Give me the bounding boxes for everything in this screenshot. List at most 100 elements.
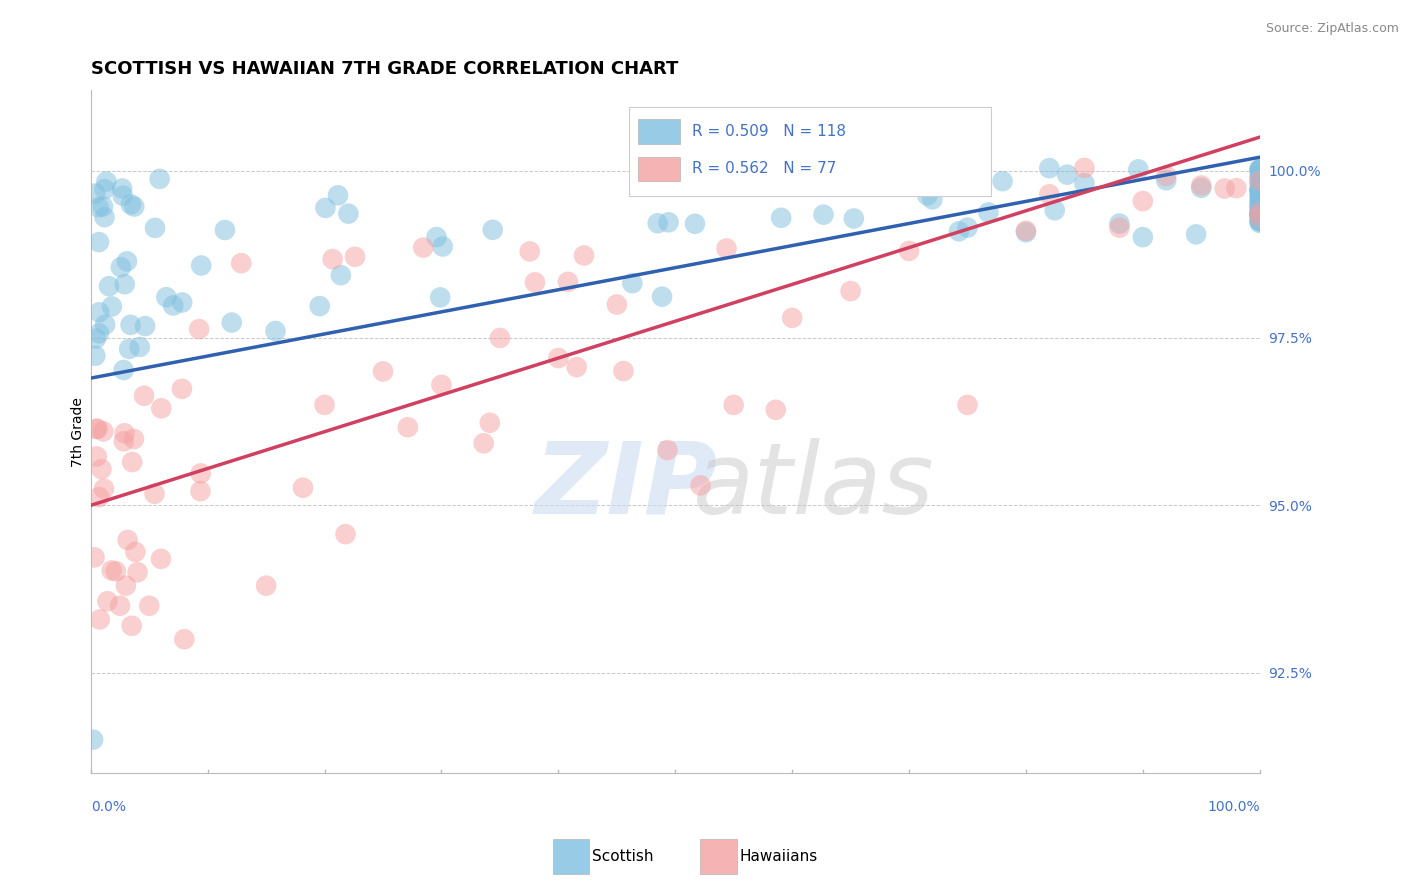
Point [115, 579, 138, 593]
Point [190, 484, 212, 499]
Point [547, 351, 569, 365]
Point [143, 220, 166, 235]
Point [962, 172, 984, 186]
Point [84, 422, 107, 436]
Point [96, 594, 118, 608]
Point [1249, 216, 1271, 230]
Point [396, 420, 419, 434]
Point [1249, 201, 1271, 215]
Text: 0.0%: 0.0% [91, 800, 125, 814]
Point [917, 188, 939, 202]
Point [723, 398, 745, 412]
Point [1249, 208, 1271, 222]
Text: SCOTTISH VS HAWAIIAN 7TH GRADE CORRELATION CHART: SCOTTISH VS HAWAIIAN 7TH GRADE CORRELATI… [91, 60, 678, 78]
Point [150, 401, 173, 416]
Point [108, 599, 131, 613]
Point [1249, 207, 1271, 221]
FancyBboxPatch shape [638, 119, 681, 144]
Point [557, 275, 579, 289]
Point [1249, 161, 1271, 176]
Point [1249, 176, 1271, 190]
Point [94, 318, 117, 332]
Point [155, 290, 177, 304]
Point [572, 248, 595, 262]
Point [1108, 217, 1130, 231]
Point [1249, 214, 1271, 228]
Point [657, 443, 679, 458]
Point [214, 223, 236, 237]
Point [1038, 161, 1060, 176]
Point [432, 239, 454, 253]
Point [478, 416, 501, 430]
Point [343, 250, 366, 264]
Point [87, 490, 110, 504]
Point [1132, 230, 1154, 244]
Point [1132, 194, 1154, 208]
Point [112, 434, 135, 449]
Point [1073, 176, 1095, 190]
Point [93, 425, 115, 439]
Point [122, 432, 145, 446]
Point [86, 450, 108, 464]
Point [1249, 207, 1271, 221]
Point [111, 181, 134, 195]
Point [1213, 181, 1236, 195]
Point [1015, 225, 1038, 239]
Point [93, 210, 115, 224]
Point [621, 276, 644, 290]
Point [658, 215, 681, 229]
Point [101, 300, 124, 314]
Point [1249, 210, 1271, 224]
Point [1249, 169, 1271, 184]
FancyBboxPatch shape [638, 156, 681, 181]
Point [1249, 191, 1271, 205]
Point [489, 331, 512, 345]
Point [1249, 214, 1271, 228]
Point [118, 342, 141, 356]
Text: Source: ZipAtlas.com: Source: ZipAtlas.com [1265, 22, 1399, 36]
Point [1189, 181, 1212, 195]
Point [87, 235, 110, 249]
Point [716, 242, 738, 256]
Point [86, 422, 108, 436]
Point [110, 260, 132, 274]
Point [565, 360, 588, 375]
Point [122, 200, 145, 214]
Point [190, 467, 212, 481]
Point [412, 241, 434, 255]
Point [127, 566, 149, 580]
Point [898, 244, 921, 258]
Point [921, 193, 943, 207]
Point [138, 599, 160, 613]
Point [1015, 224, 1038, 238]
Point [337, 207, 360, 221]
Point [1128, 162, 1150, 177]
Point [121, 455, 143, 469]
Point [1249, 162, 1271, 177]
Point [254, 579, 277, 593]
Point [231, 256, 253, 270]
Point [1249, 205, 1271, 219]
Point [87, 326, 110, 341]
Point [770, 211, 793, 225]
Point [1249, 208, 1271, 222]
Text: atlas: atlas [693, 438, 935, 535]
Point [1249, 163, 1271, 178]
Point [132, 389, 155, 403]
Point [1249, 183, 1271, 197]
Point [948, 224, 970, 238]
Point [1154, 169, 1177, 183]
FancyBboxPatch shape [628, 107, 991, 196]
Point [172, 295, 194, 310]
Point [115, 254, 138, 268]
Point [190, 259, 212, 273]
Point [291, 481, 314, 495]
Point [121, 619, 143, 633]
Point [87, 200, 110, 214]
Point [114, 277, 136, 292]
Point [329, 268, 352, 282]
Point [98, 279, 121, 293]
Point [84, 349, 107, 363]
Point [112, 363, 135, 377]
Point [1189, 178, 1212, 193]
